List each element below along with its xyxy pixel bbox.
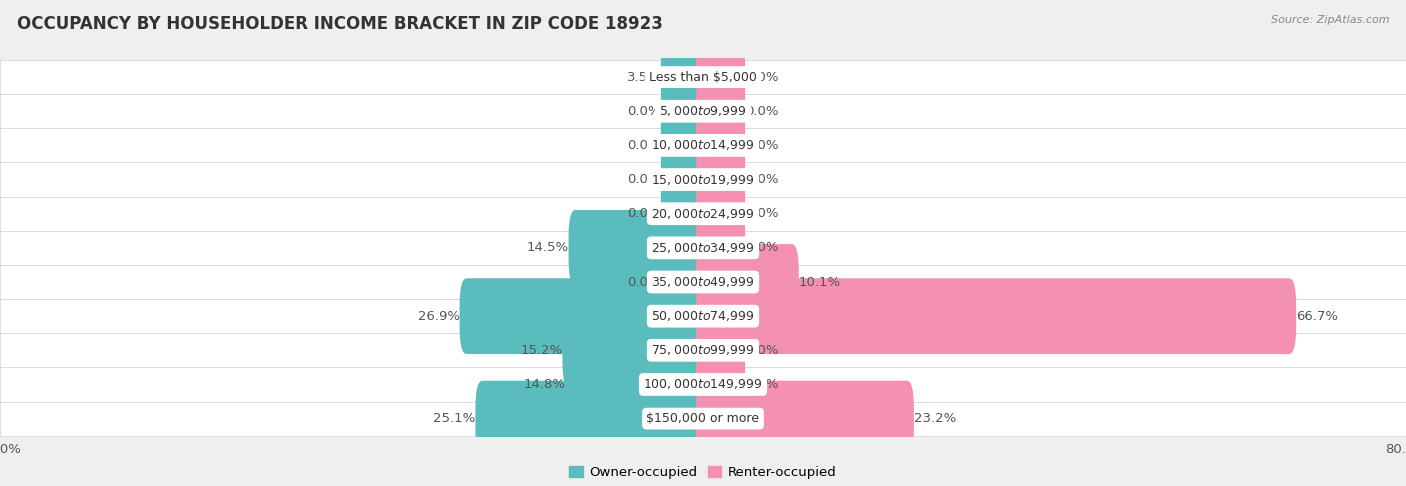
Text: 26.9%: 26.9% bbox=[418, 310, 460, 323]
Text: 0.0%: 0.0% bbox=[627, 276, 661, 289]
FancyBboxPatch shape bbox=[661, 141, 710, 217]
FancyBboxPatch shape bbox=[0, 162, 1406, 197]
Text: 0.0%: 0.0% bbox=[745, 242, 779, 254]
FancyBboxPatch shape bbox=[0, 128, 1406, 162]
Text: 10.1%: 10.1% bbox=[799, 276, 841, 289]
Text: 23.2%: 23.2% bbox=[914, 412, 956, 425]
Text: 0.0%: 0.0% bbox=[745, 139, 779, 152]
FancyBboxPatch shape bbox=[0, 60, 1406, 94]
Text: 0.0%: 0.0% bbox=[745, 173, 779, 186]
FancyBboxPatch shape bbox=[696, 210, 745, 286]
FancyBboxPatch shape bbox=[696, 347, 745, 422]
FancyBboxPatch shape bbox=[661, 244, 710, 320]
FancyBboxPatch shape bbox=[696, 141, 745, 217]
FancyBboxPatch shape bbox=[696, 176, 745, 252]
FancyBboxPatch shape bbox=[661, 176, 710, 252]
FancyBboxPatch shape bbox=[0, 299, 1406, 333]
Text: $25,000 to $34,999: $25,000 to $34,999 bbox=[651, 241, 755, 255]
FancyBboxPatch shape bbox=[661, 107, 710, 183]
FancyBboxPatch shape bbox=[0, 333, 1406, 367]
Text: $5,000 to $9,999: $5,000 to $9,999 bbox=[659, 104, 747, 118]
FancyBboxPatch shape bbox=[696, 73, 745, 149]
Text: 0.0%: 0.0% bbox=[745, 105, 779, 118]
FancyBboxPatch shape bbox=[696, 107, 745, 183]
Text: 14.8%: 14.8% bbox=[524, 378, 565, 391]
Text: Source: ZipAtlas.com: Source: ZipAtlas.com bbox=[1271, 15, 1389, 25]
Text: $150,000 or more: $150,000 or more bbox=[647, 412, 759, 425]
FancyBboxPatch shape bbox=[0, 401, 1406, 435]
Text: $20,000 to $24,999: $20,000 to $24,999 bbox=[651, 207, 755, 221]
Text: 14.5%: 14.5% bbox=[526, 242, 568, 254]
Text: $35,000 to $49,999: $35,000 to $49,999 bbox=[651, 275, 755, 289]
Text: 25.1%: 25.1% bbox=[433, 412, 475, 425]
Text: 0.0%: 0.0% bbox=[627, 207, 661, 220]
Legend: Owner-occupied, Renter-occupied: Owner-occupied, Renter-occupied bbox=[564, 460, 842, 484]
Text: 3.5%: 3.5% bbox=[627, 70, 661, 84]
FancyBboxPatch shape bbox=[475, 381, 710, 456]
Text: 0.0%: 0.0% bbox=[627, 139, 661, 152]
FancyBboxPatch shape bbox=[562, 312, 710, 388]
Text: $100,000 to $149,999: $100,000 to $149,999 bbox=[644, 378, 762, 391]
FancyBboxPatch shape bbox=[0, 367, 1406, 401]
FancyBboxPatch shape bbox=[0, 94, 1406, 128]
FancyBboxPatch shape bbox=[696, 39, 745, 115]
Text: 0.0%: 0.0% bbox=[745, 207, 779, 220]
FancyBboxPatch shape bbox=[0, 231, 1406, 265]
FancyBboxPatch shape bbox=[568, 210, 710, 286]
Text: $50,000 to $74,999: $50,000 to $74,999 bbox=[651, 309, 755, 323]
Text: $15,000 to $19,999: $15,000 to $19,999 bbox=[651, 173, 755, 187]
Text: 15.2%: 15.2% bbox=[520, 344, 562, 357]
FancyBboxPatch shape bbox=[696, 244, 799, 320]
Text: 0.0%: 0.0% bbox=[745, 344, 779, 357]
FancyBboxPatch shape bbox=[565, 347, 710, 422]
FancyBboxPatch shape bbox=[696, 381, 914, 456]
FancyBboxPatch shape bbox=[460, 278, 710, 354]
Text: $10,000 to $14,999: $10,000 to $14,999 bbox=[651, 139, 755, 153]
Text: 66.7%: 66.7% bbox=[1296, 310, 1339, 323]
FancyBboxPatch shape bbox=[661, 73, 710, 149]
Text: Less than $5,000: Less than $5,000 bbox=[650, 70, 756, 84]
FancyBboxPatch shape bbox=[696, 278, 1296, 354]
Text: $75,000 to $99,999: $75,000 to $99,999 bbox=[651, 343, 755, 357]
FancyBboxPatch shape bbox=[0, 197, 1406, 231]
FancyBboxPatch shape bbox=[0, 265, 1406, 299]
Text: 0.0%: 0.0% bbox=[627, 173, 661, 186]
Text: 0.0%: 0.0% bbox=[745, 70, 779, 84]
Text: OCCUPANCY BY HOUSEHOLDER INCOME BRACKET IN ZIP CODE 18923: OCCUPANCY BY HOUSEHOLDER INCOME BRACKET … bbox=[17, 15, 662, 33]
Text: 0.0%: 0.0% bbox=[627, 105, 661, 118]
Text: 0.0%: 0.0% bbox=[745, 378, 779, 391]
FancyBboxPatch shape bbox=[696, 312, 745, 388]
FancyBboxPatch shape bbox=[661, 39, 710, 115]
